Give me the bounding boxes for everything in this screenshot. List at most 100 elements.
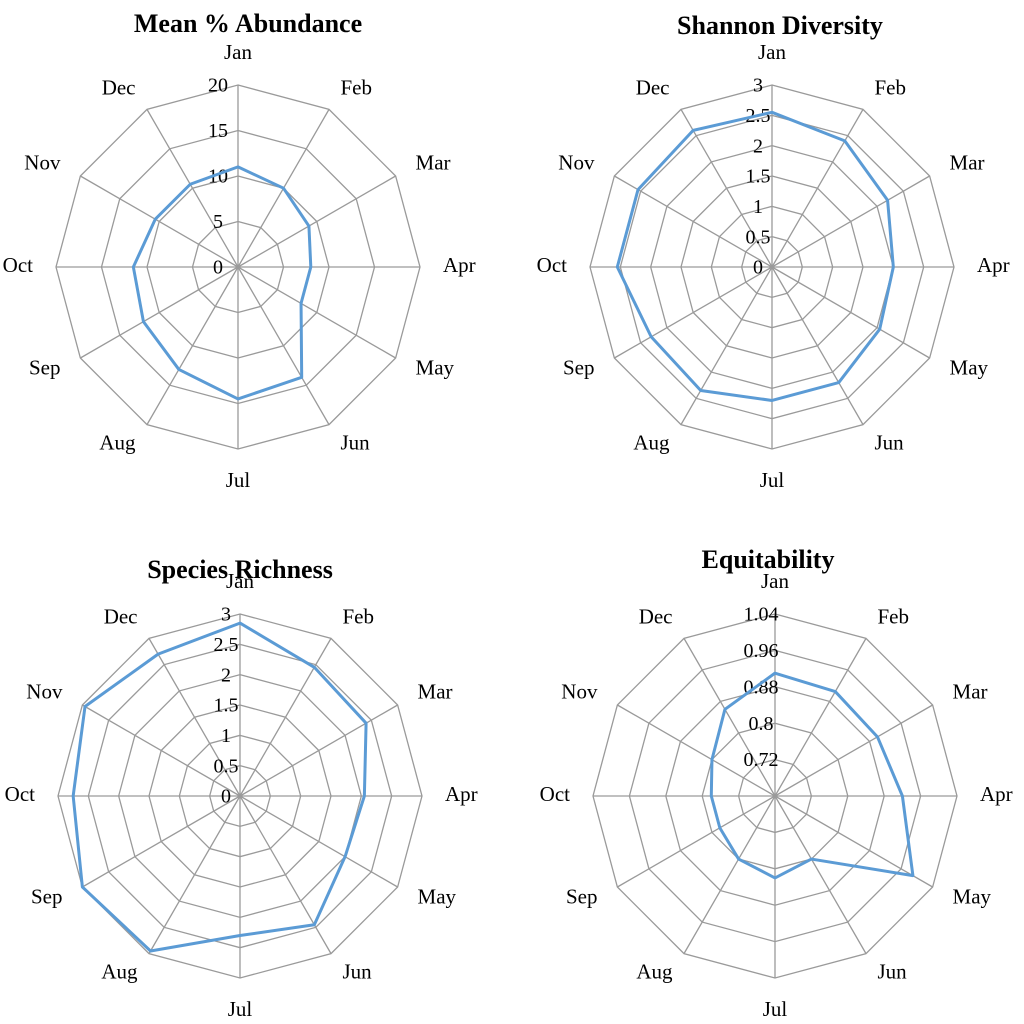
month-label: Jul [228,997,253,1021]
series-line [71,621,368,953]
month-label: Apr [977,253,1010,277]
month-label: Nov [558,150,595,174]
spoke-line [239,704,398,797]
spoke-line [680,266,773,425]
tick-label: 0.5 [214,755,239,777]
month-label: Nov [26,679,63,703]
month-label: Jan [761,569,789,593]
tick-label: 0.5 [746,226,771,248]
month-label: Aug [633,430,670,454]
series-line [615,110,895,402]
tick-label: 0 [221,786,231,808]
month-label: Feb [878,604,910,628]
tick-label: 1.04 [744,604,779,626]
tick-label: 20 [208,75,228,97]
spoke-line [239,795,398,888]
month-label: Apr [445,782,478,806]
month-label: Aug [101,959,138,983]
series-line [709,671,915,880]
spoke-line [80,175,239,268]
spoke-line [80,266,239,359]
month-label: Nov [561,679,598,703]
month-label: May [950,355,989,379]
tick-label: 0.8 [749,713,774,735]
spoke-line [148,795,241,954]
month-label: Jan [224,40,252,64]
chart-title: Shannon Diversity [677,11,883,40]
spoke-line [683,795,776,954]
spoke-line [774,638,867,797]
month-label: Jun [341,430,371,454]
tick-label: 1 [753,196,763,218]
month-label: Sep [29,355,61,379]
month-label: Mar [950,150,985,174]
month-label: Jun [875,430,905,454]
month-label: Dec [102,75,136,99]
spoke-line [774,704,933,797]
month-label: May [418,884,457,908]
month-label: Aug [636,959,673,983]
spoke-line [683,638,776,797]
spoke-line [771,266,930,359]
spoke-line [771,109,864,268]
spoke-line [82,704,241,797]
month-label: Oct [3,253,33,277]
spoke-line [774,795,867,954]
spoke-line [617,795,776,888]
month-label: Oct [5,782,35,806]
month-label: Dec [639,604,673,628]
month-label: Jan [758,40,786,64]
tick-label: 0 [753,257,763,279]
tick-label: 3 [221,604,231,626]
month-label: Oct [537,253,567,277]
month-label: Feb [875,75,907,99]
chart-title: Mean % Abundance [134,9,362,38]
chart-title: Equitability [702,545,835,574]
month-label: Mar [418,679,453,703]
month-label: Sep [563,355,595,379]
month-label: Jun [343,959,373,983]
month-label: Nov [24,150,61,174]
month-label: Oct [540,782,570,806]
tick-label: 0.96 [744,640,779,662]
tick-label: 0 [213,257,223,279]
month-label: Apr [443,253,476,277]
month-label: Jul [763,997,788,1021]
month-label: Dec [636,75,670,99]
month-label: Jan [226,569,254,593]
spoke-line [774,795,933,888]
tick-label: 5 [213,211,223,233]
spoke-line [146,266,239,425]
spoke-line [614,175,773,268]
spoke-line [239,795,332,954]
tick-label: 0.72 [744,749,779,771]
spoke-line [146,109,239,268]
spoke-line [680,109,773,268]
spoke-line [82,795,241,888]
spoke-line [614,266,773,359]
tick-label: 1.5 [214,695,239,717]
chart-title: Species Richness [147,555,333,584]
tick-label: 3 [753,75,763,97]
month-label: Apr [980,782,1013,806]
tick-label: 15 [208,120,228,142]
spoke-line [239,638,332,797]
tick-label: 2.5 [214,634,239,656]
spoke-line [617,704,776,797]
spoke-line [237,175,396,268]
tick-label: 1 [221,725,231,747]
month-label: Jul [760,468,785,492]
month-label: Feb [341,75,373,99]
spoke-line [771,175,930,268]
month-label: Mar [416,150,451,174]
month-label: May [416,355,455,379]
month-label: Aug [99,430,136,454]
tick-label: 2 [753,135,763,157]
series-line [131,165,313,401]
month-label: Sep [566,884,598,908]
month-label: Mar [953,679,988,703]
month-label: Dec [104,604,138,628]
